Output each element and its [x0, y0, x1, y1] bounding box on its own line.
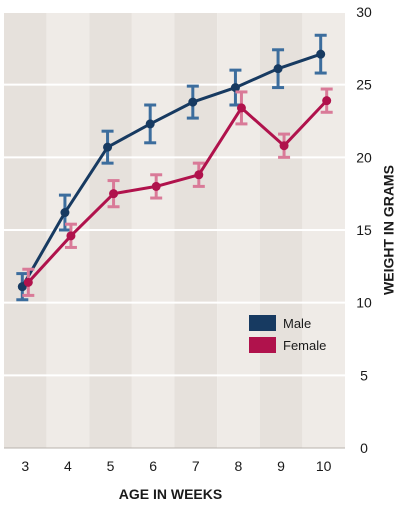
x-tick-label: 5: [107, 458, 115, 474]
y-tick-label: 15: [356, 222, 372, 238]
x-axis-title: AGE IN WEEKS: [119, 486, 222, 502]
data-point: [23, 277, 33, 287]
data-point: [109, 189, 119, 199]
legend-swatch: [249, 315, 276, 331]
y-tick-label: 0: [360, 440, 368, 456]
legend-label: Female: [283, 338, 326, 353]
data-point: [145, 119, 155, 129]
series-line: [27, 99, 328, 284]
x-axis: 3 4 5 6 7 8 9 10: [21, 458, 331, 474]
data-point: [188, 97, 198, 107]
x-tick-label: 6: [149, 458, 157, 474]
x-tick-label: 9: [277, 458, 285, 474]
data-point: [236, 103, 246, 113]
data-point: [279, 141, 289, 151]
x-tick-label: 3: [21, 458, 29, 474]
data-point: [316, 49, 326, 59]
x-tick-label: 8: [235, 458, 243, 474]
y-tick-label: 5: [360, 367, 368, 383]
data-point: [194, 170, 204, 180]
data-point: [230, 83, 240, 93]
y-axis-title: WEIGHT IN GRAMS: [381, 165, 397, 295]
series-group: [16, 33, 333, 302]
y-tick-label: 10: [356, 295, 372, 311]
data-point: [273, 64, 283, 74]
y-tick-label: 20: [356, 149, 372, 165]
x-tick-label: 4: [64, 458, 72, 474]
x-tick-label: 10: [316, 458, 332, 474]
data-point: [103, 142, 113, 152]
legend: Male Female: [249, 315, 326, 353]
data-point: [322, 96, 332, 106]
legend-swatch: [249, 337, 276, 353]
series-male: [16, 33, 327, 302]
data-point: [60, 208, 70, 218]
data-point: [151, 181, 161, 191]
data-point: [66, 231, 76, 241]
y-tick-label: 25: [356, 77, 372, 93]
series-line: [21, 52, 322, 288]
y-axis: 0 5 10 15 20 25 30: [356, 4, 372, 456]
legend-label: Male: [283, 316, 311, 331]
y-tick-label: 30: [356, 4, 372, 20]
series-female: [22, 87, 333, 297]
x-tick-label: 7: [192, 458, 200, 474]
